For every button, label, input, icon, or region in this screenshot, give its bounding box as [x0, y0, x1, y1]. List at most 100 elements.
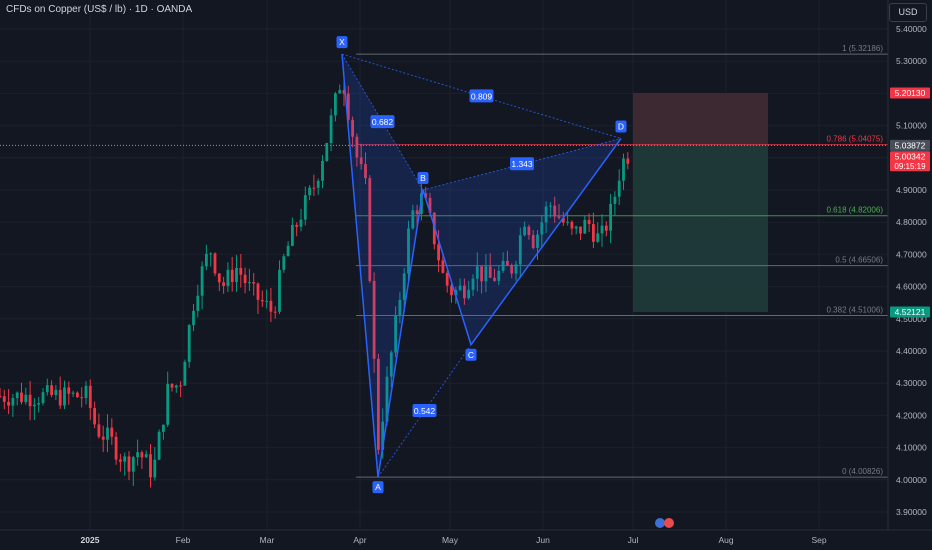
price-tick-label: 5.10000 — [896, 121, 927, 131]
candle-body — [269, 300, 273, 312]
fib-level-label: 0.618 (4.82006) — [827, 206, 884, 215]
candle-body — [222, 282, 225, 286]
candle-body — [41, 392, 45, 404]
currency-button[interactable]: USD — [889, 3, 927, 22]
candle-body — [88, 385, 92, 408]
candle-body — [200, 266, 204, 296]
candle-body — [536, 234, 539, 248]
price-label-badge — [890, 87, 930, 99]
candle-body — [127, 456, 131, 472]
candle-body — [209, 253, 213, 255]
candle-body — [2, 396, 6, 402]
candle-body — [458, 285, 462, 290]
candle-body — [334, 93, 337, 116]
price-label-value: 5.00342 — [895, 152, 926, 162]
candle-body — [136, 452, 139, 458]
price-countdown: 09:15:19 — [894, 162, 926, 171]
candle-body — [514, 264, 518, 274]
candle-body — [445, 272, 449, 286]
candle-body — [157, 431, 161, 460]
candle-body — [76, 392, 79, 398]
candle-body — [28, 394, 32, 407]
time-tick-label: May — [442, 535, 459, 545]
ratio-badge — [510, 157, 534, 171]
candle-body — [372, 280, 376, 359]
candle-body — [308, 187, 311, 196]
candle-body — [561, 217, 565, 223]
candle-body — [415, 210, 419, 215]
ratio-badge — [412, 403, 437, 417]
time-tick-label: 2025 — [81, 535, 100, 545]
candle-body — [183, 361, 187, 386]
candle-body — [256, 283, 260, 300]
pattern-point-label: A — [375, 482, 381, 492]
candle-body — [153, 459, 157, 478]
candle-body — [531, 234, 535, 248]
candle-body — [398, 299, 402, 316]
pattern-point-badge — [372, 481, 384, 494]
candle-body — [226, 269, 230, 286]
fib-level-label: 0.5 (4.66506) — [835, 256, 883, 265]
candle-body — [230, 269, 234, 283]
candle-body — [518, 235, 522, 265]
candle-body — [570, 221, 574, 229]
candle-body — [609, 203, 612, 231]
price-label-badge — [890, 139, 930, 151]
price-tick-label: 4.90000 — [896, 185, 927, 195]
candle-body — [286, 245, 290, 257]
candle-body — [385, 376, 389, 422]
candle-body — [162, 424, 165, 432]
candle-body — [325, 143, 329, 162]
candle-body — [471, 278, 475, 290]
uk-flag-icon — [664, 518, 674, 528]
candle-body — [553, 205, 557, 217]
ratio-badge — [370, 115, 395, 129]
time-tick-label: Mar — [260, 535, 275, 545]
candle-body — [592, 224, 595, 242]
stop-loss-zone — [633, 92, 768, 146]
candle-body — [20, 392, 23, 403]
pattern-point-badge — [615, 120, 627, 133]
candle-body — [291, 224, 294, 246]
candle-body — [7, 401, 10, 406]
candle-body — [506, 260, 509, 266]
candle-body — [364, 164, 367, 179]
candle-body — [527, 226, 531, 235]
chart-title: CFDs on Copper (US$ / lb) · 1D · OANDA — [6, 4, 193, 15]
time-tick-label: Sep — [811, 535, 826, 545]
time-tick-label: Feb — [176, 535, 191, 545]
ratio-label: 0.809 — [471, 91, 493, 101]
candle-body — [11, 398, 15, 406]
candle-body — [480, 266, 483, 282]
candle-body — [549, 205, 552, 207]
candle-body — [540, 222, 544, 235]
candle-body — [359, 157, 363, 165]
xab-triangle — [342, 54, 423, 478]
candle-body — [411, 210, 415, 229]
candle-body — [587, 219, 591, 225]
bcd-triangle — [423, 138, 621, 345]
candle-body — [351, 119, 354, 137]
candle-body — [368, 178, 372, 281]
candle-body — [437, 244, 440, 261]
candle-body — [613, 196, 617, 204]
candle-body — [149, 454, 152, 478]
ratio-badge — [469, 89, 494, 103]
candle-body — [252, 282, 256, 284]
time-tick-label: Aug — [718, 535, 733, 545]
time-tick-label: Apr — [353, 535, 366, 545]
candle-body — [617, 180, 621, 197]
candle-body — [93, 407, 96, 425]
candle-body — [441, 260, 445, 273]
candle-body — [604, 225, 608, 231]
candle-body — [450, 285, 453, 296]
candle-body — [45, 385, 49, 393]
candle-body — [299, 219, 303, 227]
pattern-point-label: X — [339, 37, 345, 47]
candle-body — [106, 427, 109, 440]
candle-body — [583, 219, 587, 234]
candles-group — [0, 79, 630, 488]
pattern-point-label: D — [618, 121, 624, 131]
fib-level-label: 0.382 (4.51006) — [827, 306, 884, 315]
